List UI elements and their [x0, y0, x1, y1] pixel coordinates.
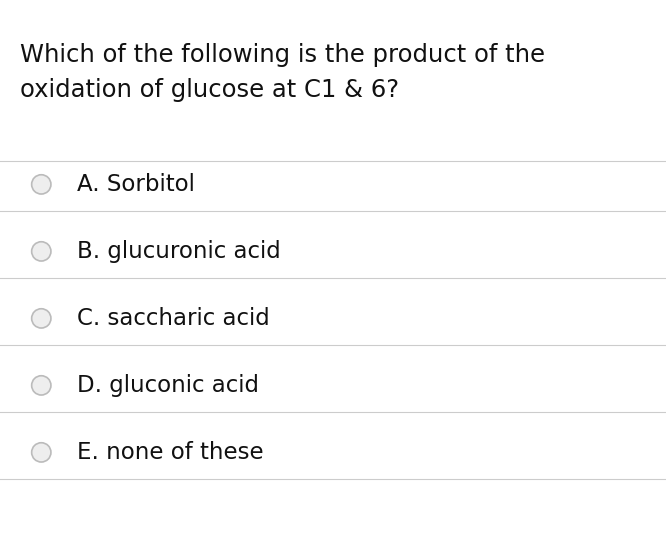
Ellipse shape — [32, 443, 51, 462]
Text: D. gluconic acid: D. gluconic acid — [77, 374, 258, 397]
Text: oxidation of glucose at C1 & 6?: oxidation of glucose at C1 & 6? — [20, 78, 399, 102]
Ellipse shape — [32, 242, 51, 261]
Ellipse shape — [32, 175, 51, 194]
Text: Which of the following is the product of the: Which of the following is the product of… — [20, 43, 545, 67]
Text: B. glucuronic acid: B. glucuronic acid — [77, 240, 280, 263]
Text: A. Sorbitol: A. Sorbitol — [77, 173, 194, 196]
Ellipse shape — [32, 309, 51, 328]
Ellipse shape — [32, 376, 51, 395]
Text: C. saccharic acid: C. saccharic acid — [77, 307, 269, 330]
Text: E. none of these: E. none of these — [77, 441, 263, 464]
